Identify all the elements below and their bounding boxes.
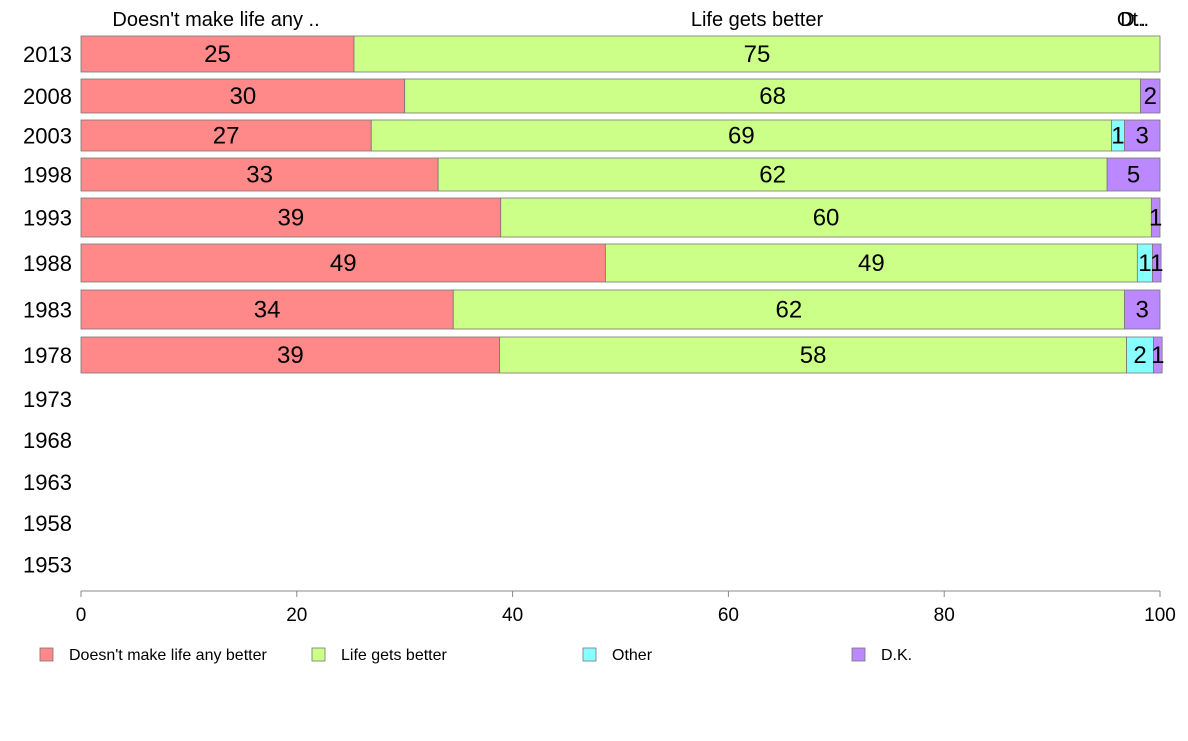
bar-value-label: 3 [1136,123,1149,150]
bar-value-label: 33 [246,162,273,189]
y-tick-label: 1998 [23,163,72,188]
bar-segment [500,197,1152,238]
top-segment-label: D.. [1120,9,1146,31]
y-tick-label: 1968 [23,428,72,453]
bar-value-label: 25 [204,41,231,68]
bar-segment [1126,336,1154,374]
bar-segment [1123,289,1161,330]
bar-value-label: 2 [1133,342,1146,369]
bar-value-label: 27 [213,123,240,150]
bar-segment [1150,197,1161,238]
y-tick-label: 1953 [23,553,72,578]
bar-value-label: 2 [1144,83,1157,110]
bar-segment [1123,119,1161,152]
bar-value-label: 49 [330,250,357,277]
bar-segment [80,289,454,330]
y-tick-label: 1958 [23,511,72,536]
bar-segment [370,119,1112,152]
y-tick-label: 2008 [23,84,72,109]
legend-swatch [851,647,866,662]
x-tick-label: 60 [718,605,739,626]
bar-segment [353,35,1161,73]
x-tick-label: 40 [502,605,523,626]
y-tick-label: 2013 [23,42,72,67]
legend-label: D.K. [881,647,912,664]
bar-value-label: 49 [858,250,885,277]
x-tick-label: 20 [286,605,307,626]
bar-segment [80,119,372,152]
legend-swatch [582,647,597,662]
y-tick-label: 1973 [23,387,72,412]
legend-label: Other [612,647,653,664]
bar-segment [1153,336,1163,374]
bar-value-label: 5 [1127,162,1140,189]
bar-segment [499,336,1127,374]
y-tick-label: 1983 [23,298,72,323]
legend-label: Life gets better [341,647,448,664]
bar-value-label: 1 [1151,342,1164,369]
bar-segment [1140,78,1161,114]
bar-value-label: 1 [1150,250,1163,277]
bar-segment [80,197,502,238]
legend-label: Doesn't make life any better [69,647,267,664]
bar-segment [604,243,1138,283]
bar-value-label: 39 [277,342,304,369]
y-tick-label: 1963 [23,470,72,495]
y-tick-label: 1978 [23,343,72,368]
bar-segment [1152,243,1162,283]
bar-value-label: 58 [800,342,827,369]
bar-value-label: 68 [759,83,786,110]
bar-segment [1106,157,1161,192]
bar-segment [80,336,501,374]
y-tick-label: 1988 [23,251,72,276]
bar-value-label: 34 [254,297,281,324]
bar-value-label: 62 [759,162,786,189]
x-tick-label: 100 [1144,605,1176,626]
bar-value-label: 39 [278,205,305,232]
x-tick-label: 0 [76,605,87,626]
bar-value-label: 62 [775,297,802,324]
bar-segment [80,243,606,283]
top-segment-label: Doesn't make life any .. [112,9,319,31]
bar-segment [80,157,439,192]
top-segment-label: Life gets better [691,9,824,31]
legend-swatch [39,647,54,662]
bar-value-label: 30 [229,83,256,110]
bar-value-label: 1 [1138,250,1151,277]
y-tick-label: 1993 [23,206,72,231]
bar-value-label: 1 [1149,205,1162,232]
bar-value-label: 1 [1111,123,1124,150]
bar-value-label: 75 [744,41,771,68]
bar-value-label: 3 [1136,297,1149,324]
legend-swatch [311,647,326,662]
bar-value-label: 69 [728,123,755,150]
bar-value-label: 60 [813,205,840,232]
bar-segment [452,289,1125,330]
y-tick-label: 2003 [23,124,72,149]
x-tick-label: 80 [934,605,955,626]
top-segment-label: Ot.. [1117,9,1149,31]
